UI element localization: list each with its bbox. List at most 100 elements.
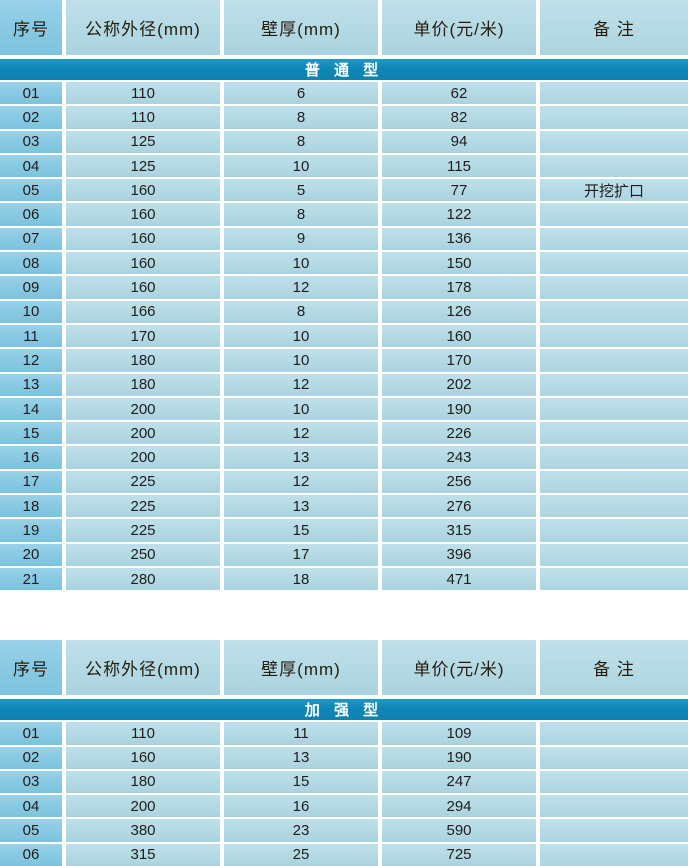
cell-unit-price: 471 [382, 567, 536, 591]
cell-wall-thickness: 12 [224, 470, 378, 494]
cell-unit-price: 109 [382, 722, 536, 745]
cell-outer-diameter: 166 [66, 300, 220, 323]
cell-serial: 07 [0, 227, 62, 251]
table-row: 01 110 6 62 [0, 82, 688, 105]
cell-serial: 19 [0, 519, 62, 542]
table-row: 04 125 10 115 [0, 154, 688, 178]
column-header-serial: 序号 [0, 640, 62, 696]
table-row: 05 380 23 590 [0, 819, 688, 842]
cell-serial: 05 [0, 819, 62, 842]
cell-unit-price: 315 [382, 519, 536, 542]
cell-note [540, 154, 688, 178]
cell-unit-price: 115 [382, 154, 536, 178]
price-table-ordinary: 序号 公称外径(mm) 壁厚(mm) 单价(元/米) 备 注 普 通 型 01 1… [0, 0, 688, 591]
cell-wall-thickness: 11 [224, 722, 378, 745]
cell-serial: 09 [0, 276, 62, 299]
cell-unit-price: 190 [382, 746, 536, 769]
cell-wall-thickness: 13 [224, 495, 378, 518]
cell-serial: 02 [0, 746, 62, 769]
cell-serial: 04 [0, 795, 62, 818]
cell-note [540, 795, 688, 818]
cell-note [540, 543, 688, 566]
cell-note [540, 422, 688, 445]
cell-note [540, 252, 688, 275]
cell-note [540, 843, 688, 866]
table-body-reinforced: 01 110 11 109 02 160 13 190 03 180 15 247 04 200 16 294… [0, 722, 688, 866]
cell-wall-thickness: 10 [224, 324, 378, 348]
cell-outer-diameter: 280 [66, 567, 220, 591]
cell-note [540, 130, 688, 153]
cell-outer-diameter: 180 [66, 770, 220, 794]
cell-outer-diameter: 225 [66, 519, 220, 542]
column-header-unit-price: 单价(元/米) [382, 640, 536, 696]
table-row: 05 160 5 77 开挖扩口 [0, 179, 688, 202]
cell-serial: 17 [0, 470, 62, 494]
cell-unit-price: 226 [382, 422, 536, 445]
cell-note [540, 567, 688, 591]
table-row: 03 180 15 247 [0, 770, 688, 794]
cell-outer-diameter: 380 [66, 819, 220, 842]
cell-wall-thickness: 10 [224, 154, 378, 178]
cell-outer-diameter: 110 [66, 106, 220, 129]
cell-wall-thickness: 6 [224, 82, 378, 105]
table-row: 15 200 12 226 [0, 422, 688, 445]
cell-outer-diameter: 170 [66, 324, 220, 348]
cell-serial: 08 [0, 252, 62, 275]
cell-outer-diameter: 180 [66, 349, 220, 372]
cell-serial: 15 [0, 422, 62, 445]
cell-unit-price: 190 [382, 397, 536, 421]
cell-serial: 04 [0, 154, 62, 178]
cell-serial: 01 [0, 722, 62, 745]
cell-unit-price: 94 [382, 130, 536, 153]
cell-note [540, 495, 688, 518]
cell-outer-diameter: 160 [66, 203, 220, 226]
column-header-note: 备 注 [540, 0, 688, 55]
cell-outer-diameter: 160 [66, 746, 220, 769]
column-header-note: 备 注 [540, 640, 688, 696]
cell-serial: 06 [0, 843, 62, 866]
cell-serial: 03 [0, 130, 62, 153]
cell-serial: 11 [0, 324, 62, 348]
cell-wall-thickness: 10 [224, 397, 378, 421]
cell-serial: 10 [0, 300, 62, 323]
cell-note [540, 106, 688, 129]
table-row: 18 225 13 276 [0, 495, 688, 518]
cell-outer-diameter: 200 [66, 795, 220, 818]
cell-wall-thickness: 15 [224, 519, 378, 542]
cell-unit-price: 396 [382, 543, 536, 566]
cell-wall-thickness: 13 [224, 446, 378, 469]
cell-wall-thickness: 8 [224, 203, 378, 226]
cell-serial: 18 [0, 495, 62, 518]
cell-note [540, 470, 688, 494]
cell-serial: 02 [0, 106, 62, 129]
cell-wall-thickness: 8 [224, 106, 378, 129]
table-row: 16 200 13 243 [0, 446, 688, 469]
cell-note [540, 324, 688, 348]
cell-outer-diameter: 180 [66, 373, 220, 396]
column-header-wall-thickness: 壁厚(mm) [224, 640, 378, 696]
cell-unit-price: 150 [382, 252, 536, 275]
cell-wall-thickness: 23 [224, 819, 378, 842]
table-row: 12 180 10 170 [0, 349, 688, 372]
cell-wall-thickness: 8 [224, 130, 378, 153]
cell-note [540, 819, 688, 842]
cell-unit-price: 725 [382, 843, 536, 866]
table-row: 17 225 12 256 [0, 470, 688, 494]
cell-note [540, 397, 688, 421]
column-header-outer-diameter: 公称外径(mm) [66, 640, 220, 696]
cell-serial: 14 [0, 397, 62, 421]
cell-note [540, 446, 688, 469]
cell-note [540, 276, 688, 299]
cell-note [540, 300, 688, 323]
cell-outer-diameter: 110 [66, 722, 220, 745]
table-row: 04 200 16 294 [0, 795, 688, 818]
cell-unit-price: 276 [382, 495, 536, 518]
cell-serial: 01 [0, 82, 62, 105]
cell-wall-thickness: 10 [224, 349, 378, 372]
cell-note [540, 227, 688, 251]
cell-serial: 12 [0, 349, 62, 372]
cell-note [540, 349, 688, 372]
cell-outer-diameter: 200 [66, 422, 220, 445]
table-row: 13 180 12 202 [0, 373, 688, 396]
